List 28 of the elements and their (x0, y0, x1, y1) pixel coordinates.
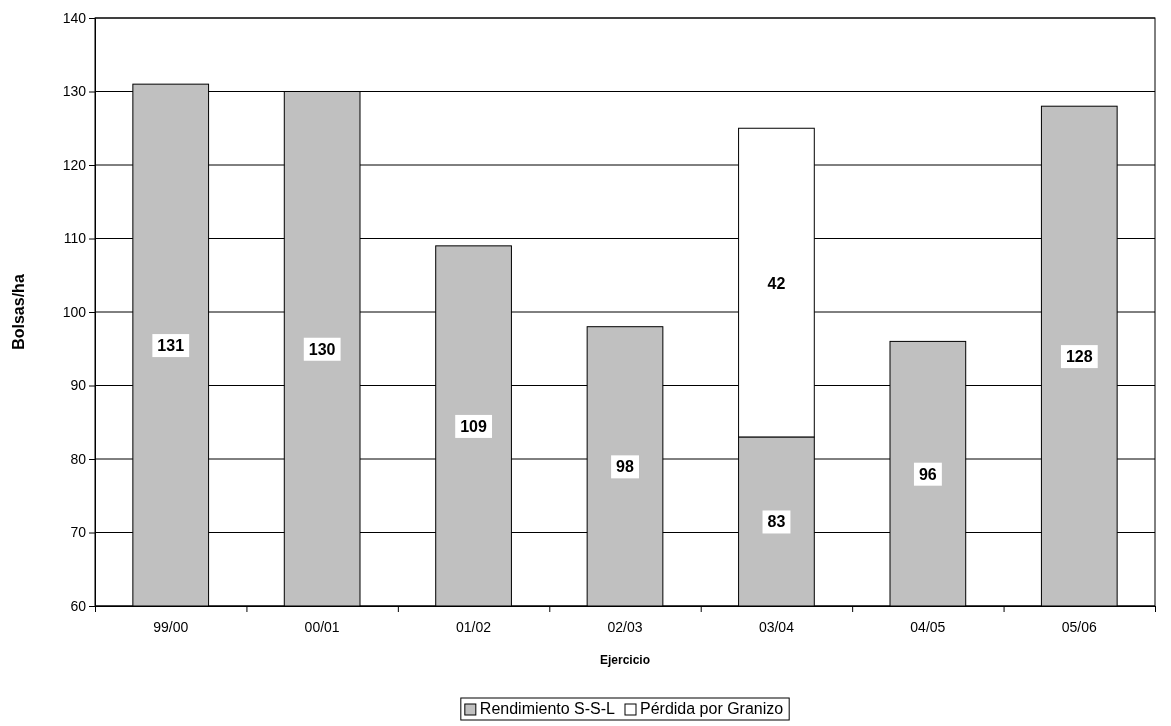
data-label: 131 (157, 337, 185, 355)
x-tick-label: 01/02 (456, 619, 492, 635)
y-tick-label: 100 (62, 303, 87, 320)
legend-label: Pérdida por Granizo (639, 700, 784, 717)
y-tick-label: 60 (70, 597, 87, 614)
y-tick-label: 90 (70, 377, 87, 394)
y-tick-label: 140 (62, 9, 87, 26)
x-tick-label: 05/06 (1061, 619, 1098, 635)
data-label: 42 (767, 274, 786, 292)
y-tick-label: 120 (62, 156, 87, 173)
legend-label: Rendimiento S-S-L (479, 700, 616, 717)
x-tick-label: 03/04 (758, 619, 795, 635)
y-tick-label: 80 (70, 450, 87, 467)
x-tick-label: 02/03 (607, 619, 643, 635)
data-label: 98 (616, 458, 634, 476)
x-tick-label: 99/00 (153, 619, 189, 635)
y-tick-label: 110 (63, 230, 87, 247)
data-label: 130 (308, 340, 336, 358)
data-label: 96 (918, 465, 937, 483)
y-axis-title: Bolsas/ha (10, 274, 27, 350)
data-label: 83 (767, 513, 786, 531)
x-axis-title: Ejercicio (599, 653, 651, 667)
x-tick-label: 04/05 (910, 619, 946, 635)
data-label: 128 (1065, 348, 1093, 366)
data-label: 109 (460, 417, 488, 435)
y-tick-label: 130 (62, 83, 87, 100)
x-tick-label: 00/01 (304, 619, 340, 635)
y-tick-label: 70 (70, 524, 87, 541)
